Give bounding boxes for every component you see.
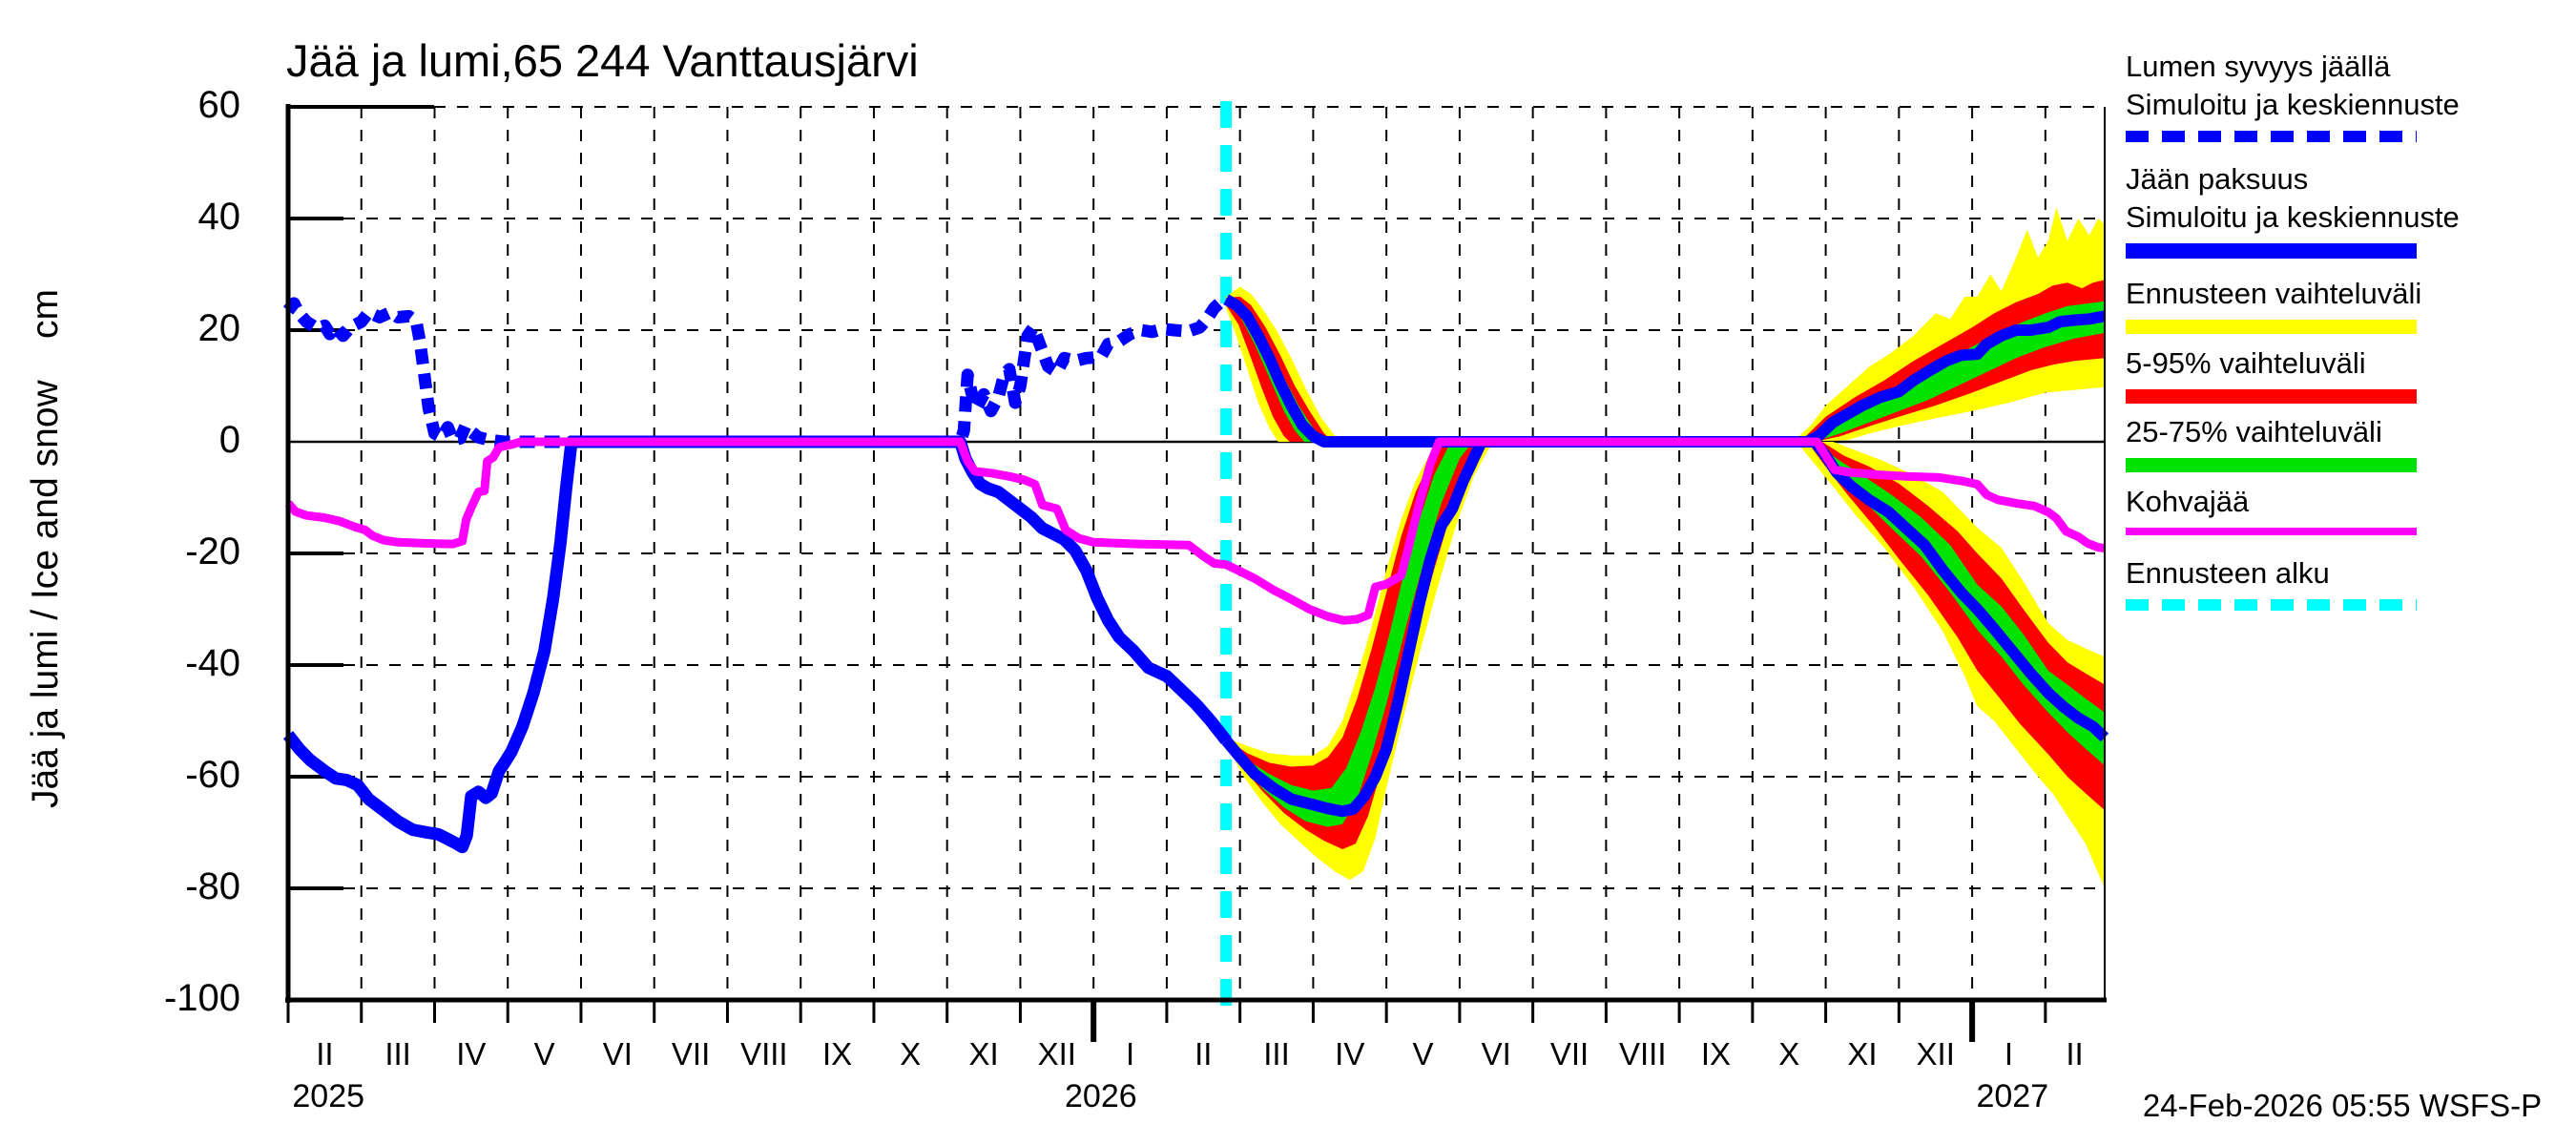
month-label: IX [1700,1036,1732,1072]
snow-sim-line [282,293,1229,448]
legend-item-label: Lumen syvyys jäällä [2126,50,2391,83]
month-label: II [316,1036,334,1072]
month-label: VIII [1618,1036,1667,1072]
month-label: I [2004,1036,2014,1072]
legend-item-label: Ennusteen alku [2126,556,2330,590]
chart-title: Jää ja lumi,65 244 Vanttausjärvi [286,35,919,86]
y-tick-label: -40 [185,642,240,684]
month-label: X [900,1036,922,1072]
month-label: IV [1335,1036,1365,1072]
band-ice-2027-2575 [1815,442,2105,766]
month-label: VI [602,1036,633,1072]
y-tick-label: -60 [185,754,240,796]
legend-item-label: Simuloitu ja keskiennuste [2126,200,2460,234]
timestamp: 24-Feb-2026 05:55 WSFS-P [2142,1088,2543,1123]
legend-item-label: Simuloitu ja keskiennuste [2126,88,2460,121]
legend-swatch-yellow-solid [2126,320,2417,334]
legend-item: Kohvajää [2126,483,2574,535]
legend-swatch-green-solid [2126,458,2417,472]
month-label: V [1412,1036,1434,1072]
year-label: 2026 [1065,1078,1137,1114]
legend-item: Jään paksuus Simuloitu ja keskiennuste [2126,160,2574,259]
month-label: VII [671,1036,711,1072]
legend-item: Ennusteen vaihteluväli [2126,275,2574,334]
y-tick-label: -80 [185,865,240,907]
legend-item-label: Ennusteen vaihteluväli [2126,277,2422,310]
month-label: XI [1847,1036,1878,1072]
year-label: 2025 [292,1078,365,1114]
legend-swatch-red-solid [2126,389,2417,404]
month-label: II [1195,1036,1213,1072]
legend-item-label: Kohvajää [2126,485,2250,518]
band-ice-2027-590 [1807,442,2105,811]
legend-swatch-cyan-dashed [2126,599,2417,611]
y-tick-label: -100 [163,977,240,1019]
legend-swatch-blue-dashed [2126,131,2417,142]
month-label: IV [456,1036,487,1072]
month-label: VII [1549,1036,1589,1072]
y-tick-label: -20 [185,531,240,572]
ice-sim-line [282,435,1232,854]
y-tick-label: 60 [197,84,241,126]
month-label: III [1263,1036,1290,1072]
month-label: II [2066,1036,2084,1072]
legend-item: 5-95% vaihteluväli [2126,344,2574,404]
snow-forecast-mean-line [1223,294,2107,448]
y-tick-label: 40 [197,196,241,238]
band-snow-2027-full [1793,207,2105,442]
month-label: III [384,1036,411,1072]
kohvajaa-line [284,437,2106,625]
legend-item-label: Jään paksuus [2126,162,2309,196]
band-snow-2027-2575 [1807,301,2105,442]
legend-item: Lumen syvyys jäällä Simuloitu ja keskienn… [2126,48,2574,142]
legend-item: 25-75% vaihteluväli [2126,413,2574,472]
month-label: XI [968,1036,999,1072]
legend-swatch-magenta-solid [2126,528,2417,535]
year-label: 2027 [1976,1078,2049,1114]
y-tick-label: 20 [197,307,241,349]
month-label: V [533,1036,555,1072]
legend-item-label: 25-75% vaihteluväli [2126,415,2382,448]
month-label: VI [1481,1036,1511,1072]
month-label: X [1778,1036,1800,1072]
month-label: I [1125,1036,1135,1072]
month-label: IX [821,1036,853,1072]
band-ice-2026-2575 [1226,442,1473,827]
month-label: XII [1037,1036,1076,1072]
legend-item: Ennusteen alku [2126,554,2574,611]
y-axis-label: Jää ja lumi / Ice and snow cm [25,288,66,809]
y-tick-label: 0 [218,419,240,461]
legend-swatch-blue-solid [2126,243,2417,259]
month-label: XII [1916,1036,1955,1072]
legend-item-label: 5-95% vaihteluväli [2126,346,2366,380]
month-label: VIII [740,1036,788,1072]
